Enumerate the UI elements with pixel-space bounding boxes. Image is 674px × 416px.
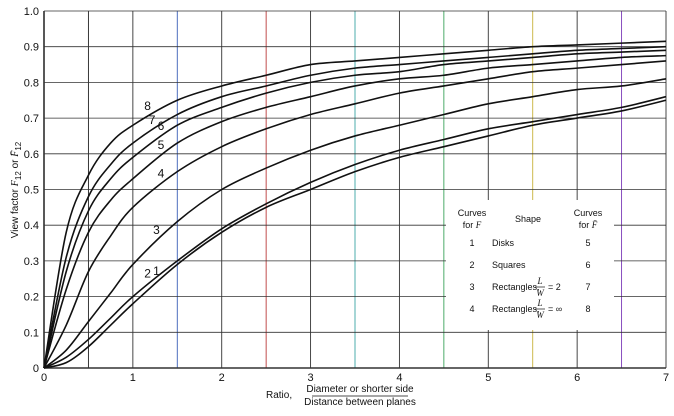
legend-header-curves-fbar-for: for <box>579 220 590 230</box>
x-axis-label: Ratio, Diameter or shorter side Distance… <box>266 384 416 408</box>
legend-header-curves-f-for: for <box>463 220 474 230</box>
legend-row-4-shape: Rectangles, <box>492 304 540 314</box>
curve-line-3 <box>43 78 667 369</box>
y-tick-label: 0.3 <box>24 256 39 268</box>
y-label-f12-sub: 12 <box>14 171 23 180</box>
x-tick-label: 2 <box>219 372 225 384</box>
curves <box>43 40 667 369</box>
legend-row-2-f: 2 <box>469 260 474 270</box>
x-tick-label: 1 <box>130 372 136 384</box>
legend-header-curves-f-1: Curves <box>458 208 487 218</box>
y-label-f12: F <box>10 179 21 187</box>
curve-number-label: 1 <box>153 264 160 278</box>
curve-number-label: 2 <box>144 266 151 280</box>
legend-background <box>446 200 614 330</box>
y-tick-label: 0.1 <box>24 327 39 339</box>
y-label-fbar: F̄ <box>9 150 21 158</box>
legend-row-4-ratio: = ∞ <box>548 304 562 314</box>
x-tick-label: 7 <box>663 372 669 384</box>
legend-row-3-ratio-den: W <box>536 288 545 298</box>
legend-row-2-shape: Squares <box>492 260 526 270</box>
y-tick-label: 0.4 <box>24 220 39 232</box>
y-tick-label: 0.6 <box>24 149 39 161</box>
curve-number-label: 5 <box>158 138 165 152</box>
curve-line-8 <box>43 40 667 369</box>
curve-line-6 <box>43 49 667 369</box>
x-tick-label: 3 <box>308 372 314 384</box>
legend-row-3-ratio: = 2 <box>548 282 561 292</box>
legend-header-curves-fbar-sym: F̄ <box>591 220 598 230</box>
y-label-prefix: View factor <box>10 186 21 238</box>
curve-line-2 <box>43 95 667 369</box>
curve-number-label: 7 <box>149 113 156 127</box>
y-tick-label: 0.7 <box>24 113 39 125</box>
y-tick-label: 0.9 <box>24 42 39 54</box>
curve-line-1 <box>43 99 667 369</box>
x-label-prefix: Ratio, <box>266 390 292 401</box>
curve-line-5 <box>43 54 667 369</box>
y-label-or: or <box>10 157 21 171</box>
y-tick-label: 0 <box>33 363 39 375</box>
legend-header-shape: Shape <box>515 214 541 224</box>
legend-row-1-shape: Disks <box>492 238 514 248</box>
legend-row-4-fbar: 8 <box>585 304 590 314</box>
y-tick-label: 1.0 <box>24 6 39 18</box>
y-tick-label: 0.5 <box>24 185 39 197</box>
legend-row-3-ratio-num: L <box>536 276 542 286</box>
legend-row-3-shape: Rectangles, <box>492 282 540 292</box>
legend-row-3-fbar: 7 <box>585 282 590 292</box>
legend-row-2-fbar: 6 <box>585 260 590 270</box>
legend-table: Curves for F Shape Curves for F̄ 1 Disks… <box>446 200 614 330</box>
tick-labels: 0 1 2 3 4 5 6 700.10.20.30.40.50.60.70.80.91.0 <box>24 6 669 384</box>
legend-row-4-f: 4 <box>469 304 474 314</box>
x-tick-label: 0 <box>41 372 47 384</box>
curve-line-4 <box>43 60 667 369</box>
legend-header-curves-f-sym: F <box>475 220 482 230</box>
curve-line-7 <box>43 45 667 369</box>
legend-row-4-ratio-num: L <box>536 298 542 308</box>
x-tick-label: 6 <box>574 372 580 384</box>
legend-header-curves-fbar-2: for F̄ <box>579 220 598 230</box>
legend-row-1-f: 1 <box>469 238 474 248</box>
x-tick-label: 4 <box>396 372 402 384</box>
legend-header-curves-f-2: for F <box>463 220 482 230</box>
legend-row-1-fbar: 5 <box>585 238 590 248</box>
legend-header-curves-fbar-1: Curves <box>574 208 603 218</box>
y-label-fbar-sub: 12 <box>14 141 23 150</box>
x-tick-label: 5 <box>485 372 491 384</box>
legend-row-4-ratio-den: W <box>536 310 545 320</box>
curve-number-labels: 12 3 4 5 678 <box>144 99 164 280</box>
x-label-numerator: Diameter or shorter side <box>306 384 414 395</box>
y-tick-label: 0.8 <box>24 77 39 89</box>
y-axis-label: View factor F12 or F̄12 <box>9 141 23 238</box>
y-tick-label: 0.2 <box>24 292 39 304</box>
curve-number-label: 6 <box>158 119 165 133</box>
x-label-denominator: Distance between planes <box>304 397 416 408</box>
curve-number-label: 3 <box>153 223 160 237</box>
curve-number-label: 8 <box>144 99 151 113</box>
legend-row-3-f: 3 <box>469 282 474 292</box>
curve-number-label: 4 <box>158 166 165 180</box>
